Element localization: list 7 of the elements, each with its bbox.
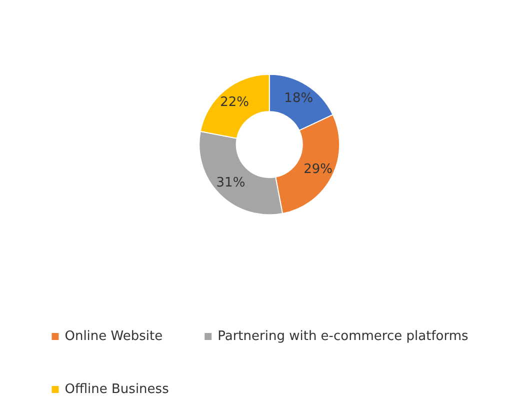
data-label: 31% <box>216 176 246 191</box>
data-label: 29% <box>304 162 332 177</box>
legend-label: Offline Business <box>64 382 170 397</box>
legend-label: Partnering with e-commerce platforms <box>218 329 468 344</box>
data-label: 18% <box>284 90 314 106</box>
legend-label: Online Website <box>64 329 163 344</box>
data-label: 22% <box>220 94 249 110</box>
